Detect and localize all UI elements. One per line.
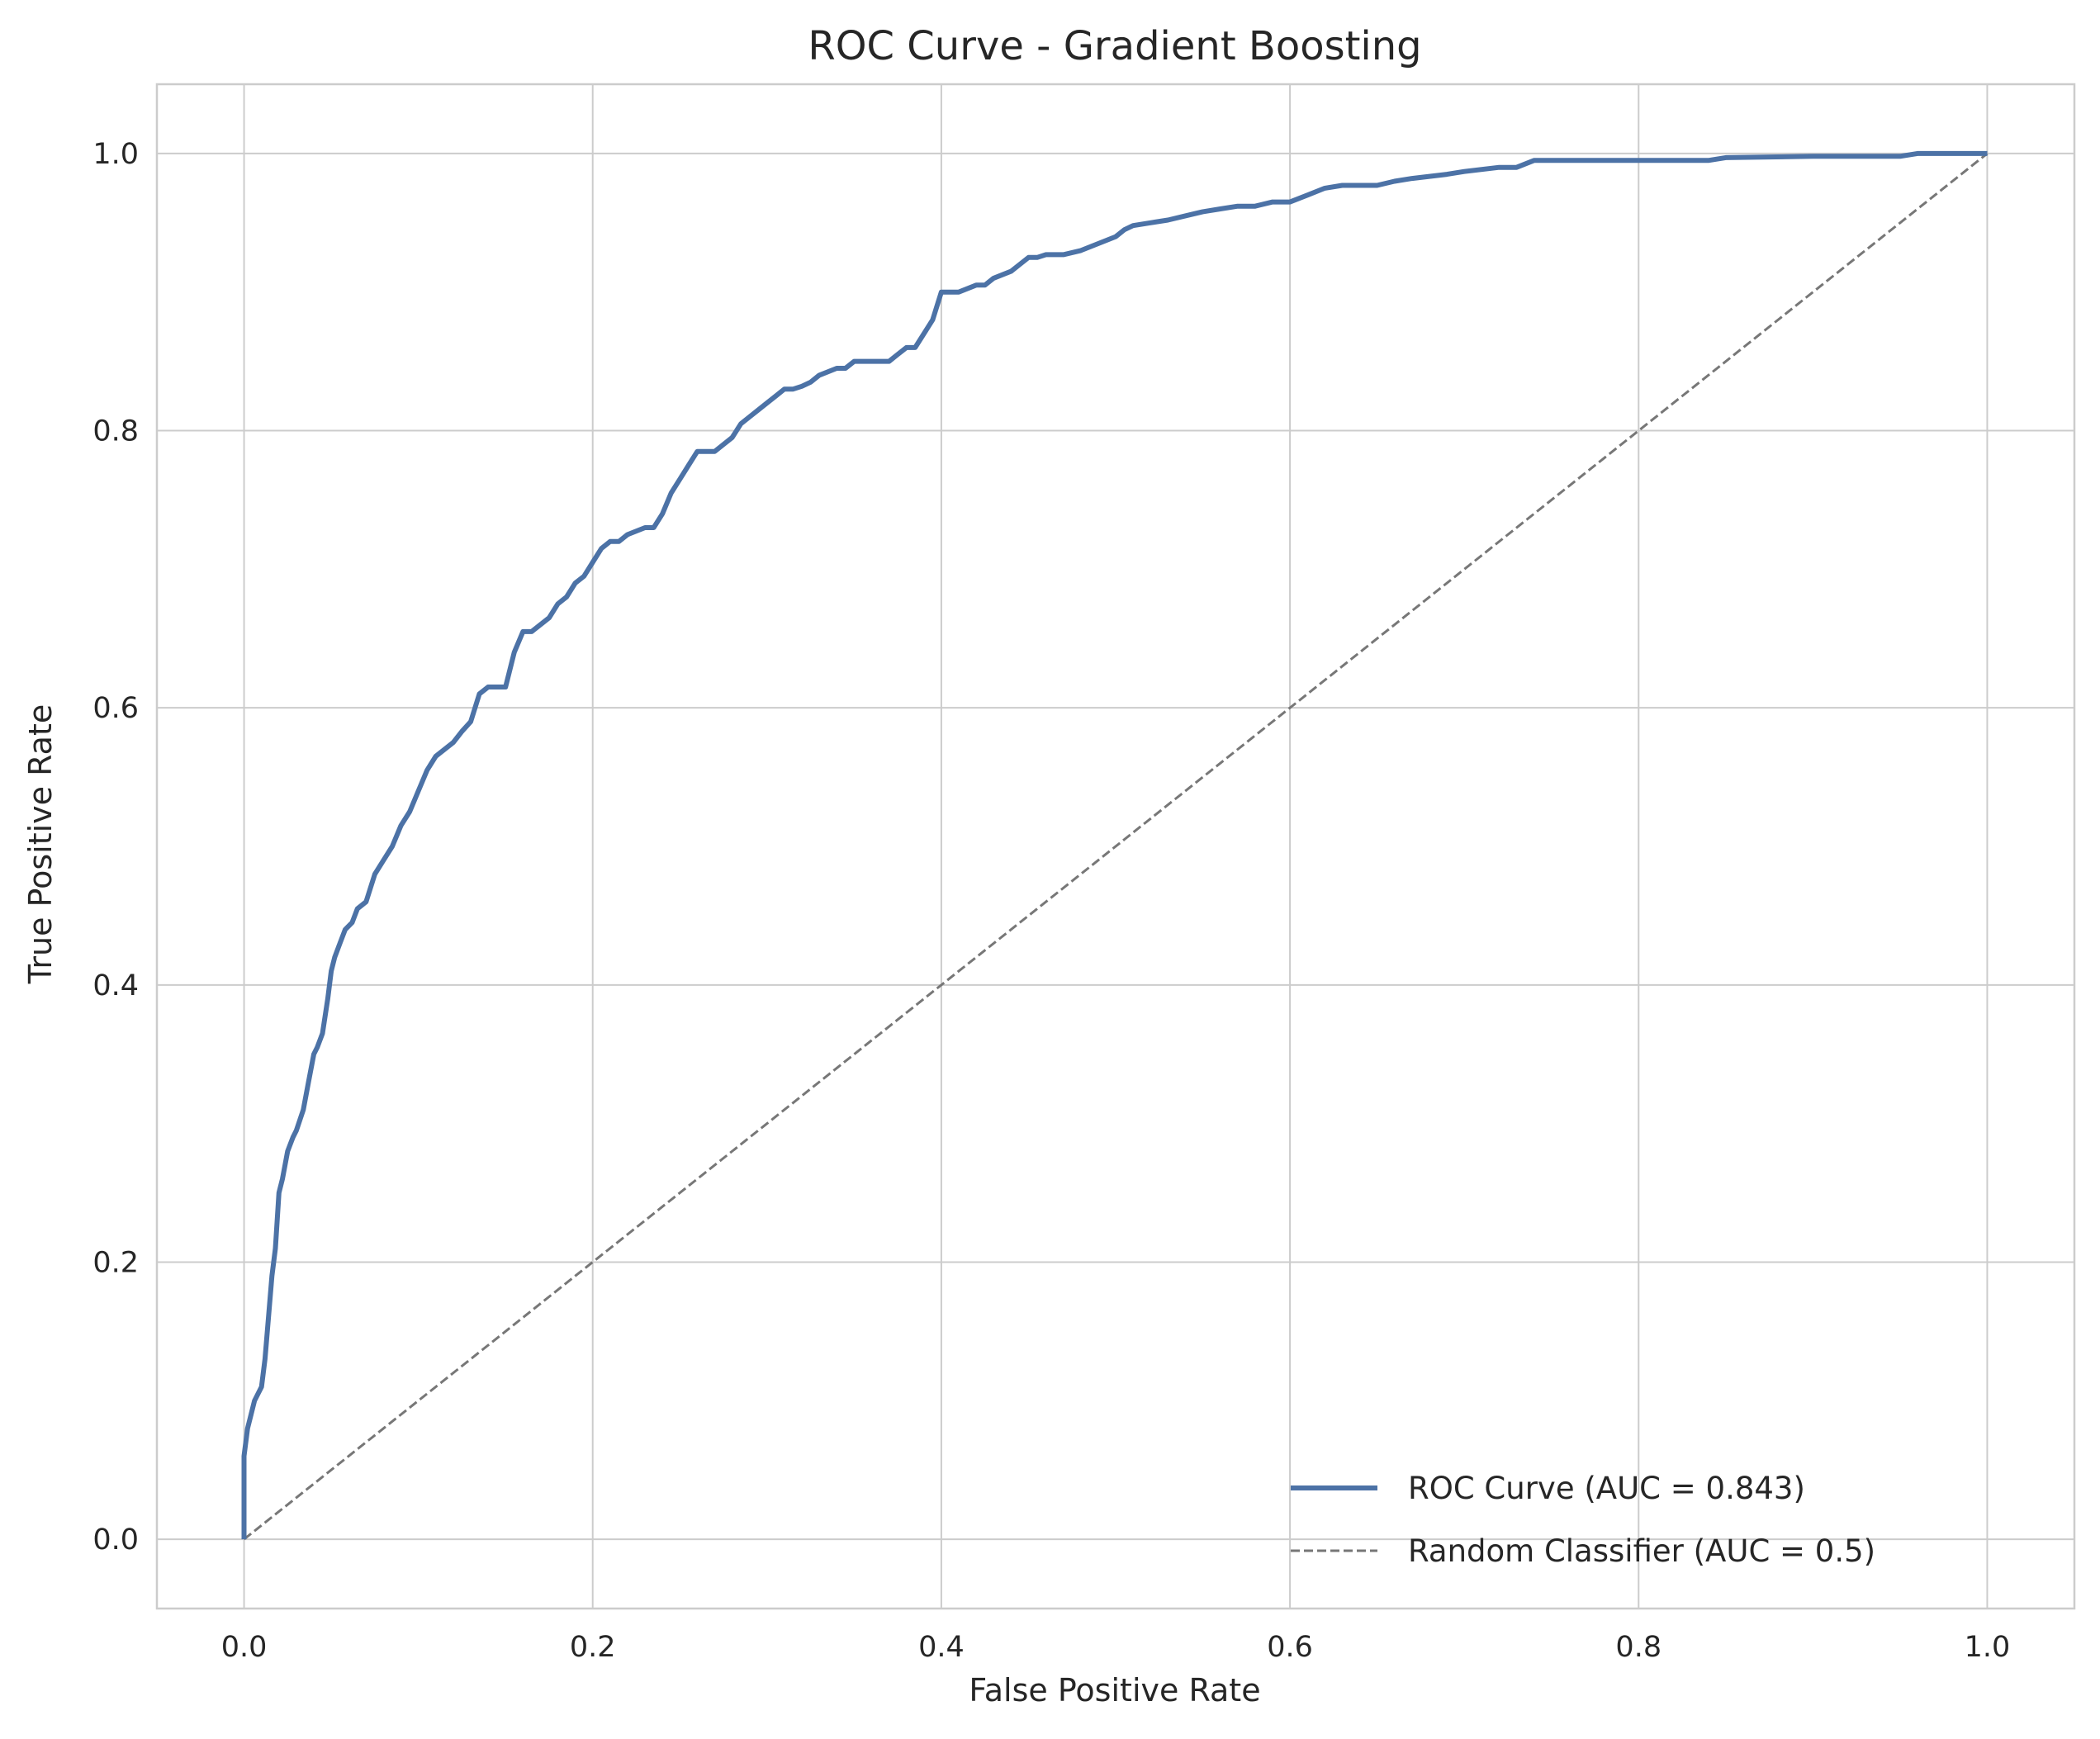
y-tick-label: 0.4: [92, 969, 139, 1002]
series-layer: [241, 150, 1989, 1541]
x-tick-label: 0.2: [570, 1631, 616, 1664]
plot-frame: [155, 83, 2076, 1610]
x-tick-label: 1.0: [1965, 1631, 2011, 1664]
tick-labels: 0.0 0.2 0.4 0.6 0.8 1.0 0.0 0.2 0.4 0.6 0.8 1.0: [92, 138, 2010, 1664]
y-tick-label: 1.0: [92, 138, 139, 171]
random-classifier-line: [243, 152, 1989, 1541]
y-axis-label: True Positive Rate: [22, 704, 59, 985]
legend: ROC Curve (AUC = 0.843) Random Classifie…: [1291, 1471, 1875, 1569]
grid: [157, 84, 2074, 1609]
y-tick-label: 0.2: [92, 1246, 139, 1279]
legend-label-roc: ROC Curve (AUC = 0.843): [1408, 1471, 1805, 1506]
chart-title: ROC Curve - Gradient Boosting: [808, 23, 1421, 69]
x-tick-label: 0.0: [221, 1631, 268, 1664]
y-tick-label: 0.6: [92, 692, 139, 725]
x-tick-label: 0.8: [1615, 1631, 1662, 1664]
y-tick-label: 0.8: [92, 415, 139, 448]
x-tick-label: 0.4: [918, 1631, 965, 1664]
roc-curve-line: [241, 150, 1988, 1540]
x-tick-label: 0.6: [1267, 1631, 1313, 1664]
x-axis-label: False Positive Rate: [969, 1672, 1260, 1708]
legend-label-random: Random Classifier (AUC = 0.5): [1408, 1533, 1875, 1569]
y-tick-label: 0.0: [92, 1523, 139, 1557]
